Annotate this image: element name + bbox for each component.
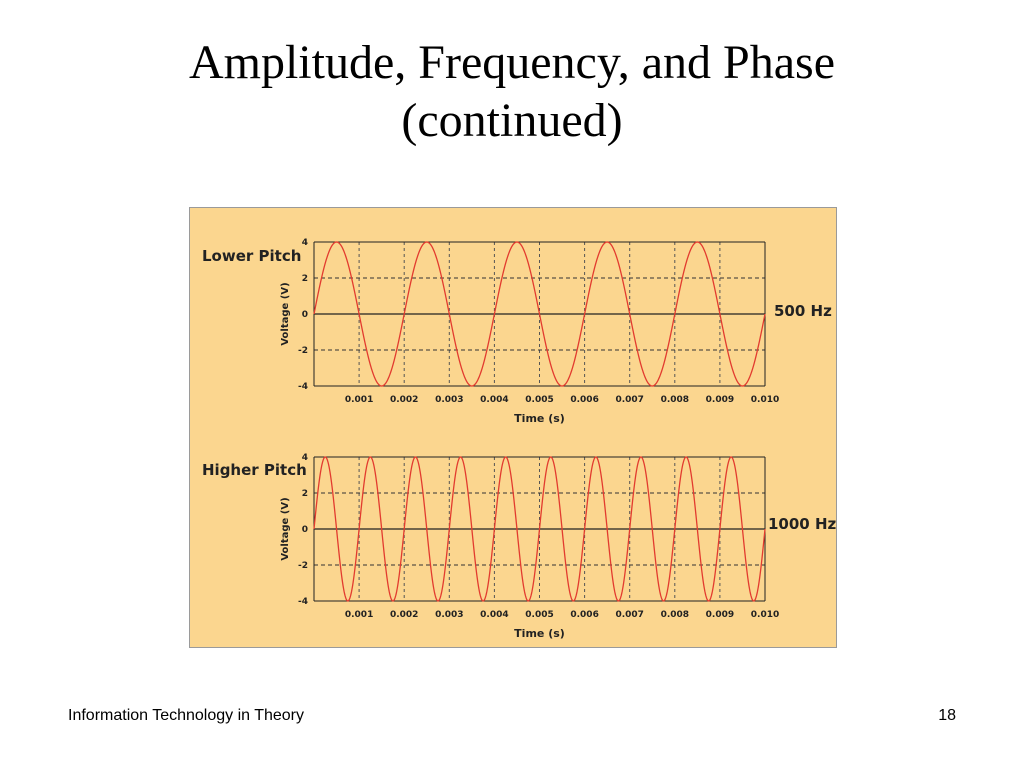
- y-tick-label: -2: [298, 561, 308, 571]
- x-tick-label: 0.008: [661, 610, 689, 620]
- footer-course-name: Information Technology in Theory: [68, 707, 304, 724]
- x-tick-label: 0.001: [345, 610, 373, 620]
- x-tick-label: 0.003: [435, 610, 463, 620]
- x-tick-label: 0.004: [480, 610, 508, 620]
- sine-wave-series: [313, 456, 766, 602]
- x-tick-label: 0.006: [570, 395, 598, 405]
- sine-wave-series: [313, 241, 766, 387]
- slide-title-line-1: Amplitude, Frequency, and Phase: [188, 36, 836, 89]
- x-tick-label: 0.005: [525, 395, 553, 405]
- x-tick-label: 0.009: [706, 395, 734, 405]
- slide-title-line-2: (continued): [401, 94, 623, 147]
- y-tick-label: 4: [302, 238, 308, 248]
- y-axis-label: Voltage (V): [280, 282, 291, 345]
- y-tick-label: -4: [298, 382, 308, 392]
- y-tick-label: 0: [302, 310, 308, 320]
- chart-panel-lower-pitch: 0.001 0.002 0.003 0.004 0.005 0.006 0.007 0.008…: [202, 238, 832, 425]
- x-tick-label: 0.002: [390, 610, 418, 620]
- chart-figure: 0.001 0.002 0.003 0.004 0.005 0.006 0.007 0.008…: [189, 207, 837, 648]
- x-tick-label: 0.010: [751, 395, 779, 405]
- x-tick-label: 0.002: [390, 395, 418, 405]
- y-tick-label: -2: [298, 346, 308, 356]
- x-tick-label: 0.003: [435, 395, 463, 405]
- y-tick-label: -4: [298, 597, 308, 607]
- x-tick-label: 0.009: [706, 610, 734, 620]
- y-tick-label: 4: [302, 453, 308, 463]
- x-tick-label: 0.007: [615, 610, 643, 620]
- x-tick-label: 0.010: [751, 610, 779, 620]
- y-tick-label: 2: [302, 274, 308, 284]
- chart-canvas: 0.001 0.002 0.003 0.004 0.005 0.006 0.007 0.008…: [202, 238, 837, 640]
- y-tick-label: 2: [302, 489, 308, 499]
- x-tick-label: 0.007: [615, 395, 643, 405]
- frequency-label: 500 Hz: [774, 302, 832, 320]
- slide-title: Amplitude, Frequency, and Phase (continu…: [0, 34, 1024, 150]
- x-tick-label: 0.008: [661, 395, 689, 405]
- y-axis-label: Voltage (V): [280, 497, 291, 560]
- frequency-label: 1000 Hz: [768, 515, 837, 533]
- x-tick-label: 0.001: [345, 395, 373, 405]
- x-axis-label: Time (s): [514, 412, 565, 425]
- x-tick-label: 0.005: [525, 610, 553, 620]
- page-number: 18: [938, 707, 956, 724]
- y-tick-label: 0: [302, 525, 308, 535]
- x-tick-label: 0.004: [480, 395, 508, 405]
- x-tick-label: 0.006: [570, 610, 598, 620]
- chart-title: Higher Pitch: [202, 461, 307, 479]
- chart-title: Lower Pitch: [202, 247, 301, 265]
- x-axis-label: Time (s): [514, 627, 565, 640]
- chart-panel-higher-pitch: 0.001 0.002 0.003 0.004 0.005 0.006 0.007 0.008…: [202, 453, 837, 640]
